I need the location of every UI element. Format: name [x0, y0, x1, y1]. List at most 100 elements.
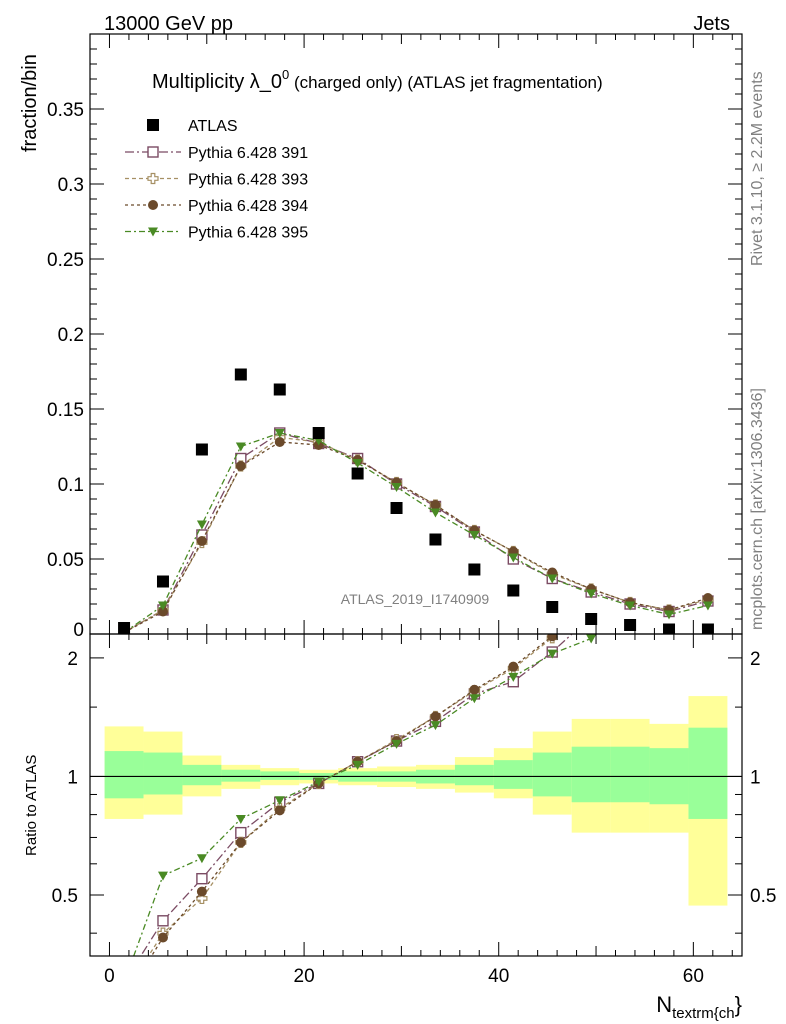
legend-item-1: Pythia 6.428 391: [125, 145, 308, 162]
series-point: [702, 593, 713, 603]
data-point: [390, 502, 403, 514]
ratio-panel: 0.5 0.51 12 20 20 40 60: [52, 34, 776, 987]
ratio-point: [508, 661, 519, 672]
header-left-label: 13000 GeV pp: [104, 13, 233, 35]
ratio-point: [235, 826, 247, 839]
data-point: [312, 427, 325, 439]
ratio-series: [133, 634, 597, 956]
series-point: [274, 437, 285, 447]
ratio-tick-label: 1: [67, 767, 78, 788]
y-zero-label: 0: [73, 620, 84, 641]
series-point: [391, 483, 402, 492]
x-tick-label: 40: [488, 966, 509, 987]
ratio-point: [196, 886, 207, 897]
ratio-point: [235, 837, 246, 848]
series-point: [196, 520, 207, 530]
series-point: [625, 601, 636, 611]
inner-band-bin: [143, 752, 183, 795]
ratio-point: [469, 684, 480, 695]
legend-label: Pythia 6.428 395: [188, 225, 308, 242]
main-series: [118, 427, 714, 634]
series-point: [702, 601, 713, 611]
ratio-point: [157, 915, 169, 927]
ratio-axis-label: Ratio to ATLAS: [23, 755, 40, 856]
inner-band-bin: [104, 751, 144, 799]
y-tick-label: 0.2: [58, 325, 84, 346]
data-point: [585, 613, 598, 625]
data-point: [624, 619, 637, 631]
ratio-tick-label-right: 0.5: [750, 886, 776, 907]
data-point: [701, 623, 714, 634]
series-point: [586, 589, 597, 599]
data-point: [156, 575, 169, 588]
mcplots-label: mcplots.cern.ch [arXiv:1306.3436]: [749, 388, 766, 630]
data-point: [234, 368, 247, 381]
legend-marker: [147, 119, 159, 131]
series-line: [123, 432, 709, 634]
x-axis-ticks: 0 20 40 60: [104, 34, 733, 987]
series-point: [508, 553, 519, 563]
series-point: [235, 461, 246, 471]
ratio-point: [196, 854, 207, 864]
series-point: [469, 531, 480, 540]
chart-title-rest: (charged only) (ATLAS jet fragmentation): [289, 73, 602, 92]
inner-band-bin: [454, 764, 494, 786]
ratio-tick-label: 2: [67, 649, 78, 670]
series-point: [235, 442, 246, 452]
ratio-point: [469, 694, 480, 704]
data-point: [468, 563, 481, 576]
x-tick-label: 20: [294, 966, 315, 987]
y-tick-label: 0.25: [47, 250, 84, 271]
atlas-data: [118, 368, 714, 634]
legend-item-4: Pythia 6.428 395: [125, 225, 308, 242]
ratio-point: [547, 649, 558, 659]
ratio-point: [508, 672, 519, 682]
ratio-line: [147, 634, 558, 956]
ratio-line: [140, 634, 573, 956]
inner-band-bin: [493, 760, 533, 789]
data-point: [351, 467, 364, 480]
y-tick-label: 0.05: [47, 550, 84, 571]
y-tick-label: 0.1: [58, 475, 84, 496]
ratio-series-4: [133, 634, 597, 956]
ratio-axis-ticks: 0.5 0.5 1 1 2 2: [52, 649, 776, 934]
series-point: [157, 601, 168, 611]
ratio-tick-label: 0.5: [52, 886, 78, 907]
inner-band-bin: [610, 746, 650, 803]
data-point: [195, 443, 208, 456]
ratio-point: [430, 721, 441, 731]
data-point: [118, 622, 131, 634]
inner-band-bin: [532, 752, 572, 797]
inner-band-bin: [571, 746, 611, 803]
y-tick-label: 0.3: [58, 175, 84, 196]
series-3: [119, 437, 713, 634]
legend-item-2: Pythia 6.428 393: [125, 172, 308, 189]
chart-title: Multiplicity λ_00 (charged only) (ATLAS …: [152, 67, 603, 93]
legend-label: Pythia 6.428 391: [188, 145, 308, 162]
series-line: [123, 441, 709, 634]
x-axis-label: Ntextrm{ch}: [656, 992, 742, 1022]
ratio-point: [547, 634, 558, 642]
legend-marker: [147, 146, 159, 158]
legend-label: Pythia 6.428 393: [188, 172, 308, 189]
y-tick-label: 0.35: [47, 100, 84, 121]
ratio-point: [157, 871, 168, 881]
ratio-frame: [89, 633, 743, 957]
ratio-point: [196, 872, 208, 885]
series-point: [430, 508, 441, 518]
series-point: [157, 606, 168, 617]
series-point: [430, 500, 441, 510]
legend-label: Pythia 6.428 394: [188, 198, 308, 215]
y-axis-ticks: 0.05 0.1 0.15 0.2 0.25 0.3 0.35 0: [47, 48, 742, 641]
ratio-point: [157, 932, 168, 943]
analysis-watermark: ATLAS_2019_I1740909: [341, 591, 490, 607]
x-axis-label-sub: textrm{ch: [672, 1005, 735, 1022]
rivet-version-label: Rivet 3.1.10, ≥ 2.2M events: [749, 71, 766, 266]
legend-item-atlas: ATLAS: [147, 118, 238, 135]
data-point: [429, 533, 442, 546]
legend-marker: [148, 227, 158, 237]
legend: ATLAS Pythia 6.428 391 Pythia 6.428 393 Pyt…: [125, 118, 308, 242]
x-tick-label: 0: [104, 966, 115, 987]
ratio-tick-label-right: 2: [750, 649, 761, 670]
